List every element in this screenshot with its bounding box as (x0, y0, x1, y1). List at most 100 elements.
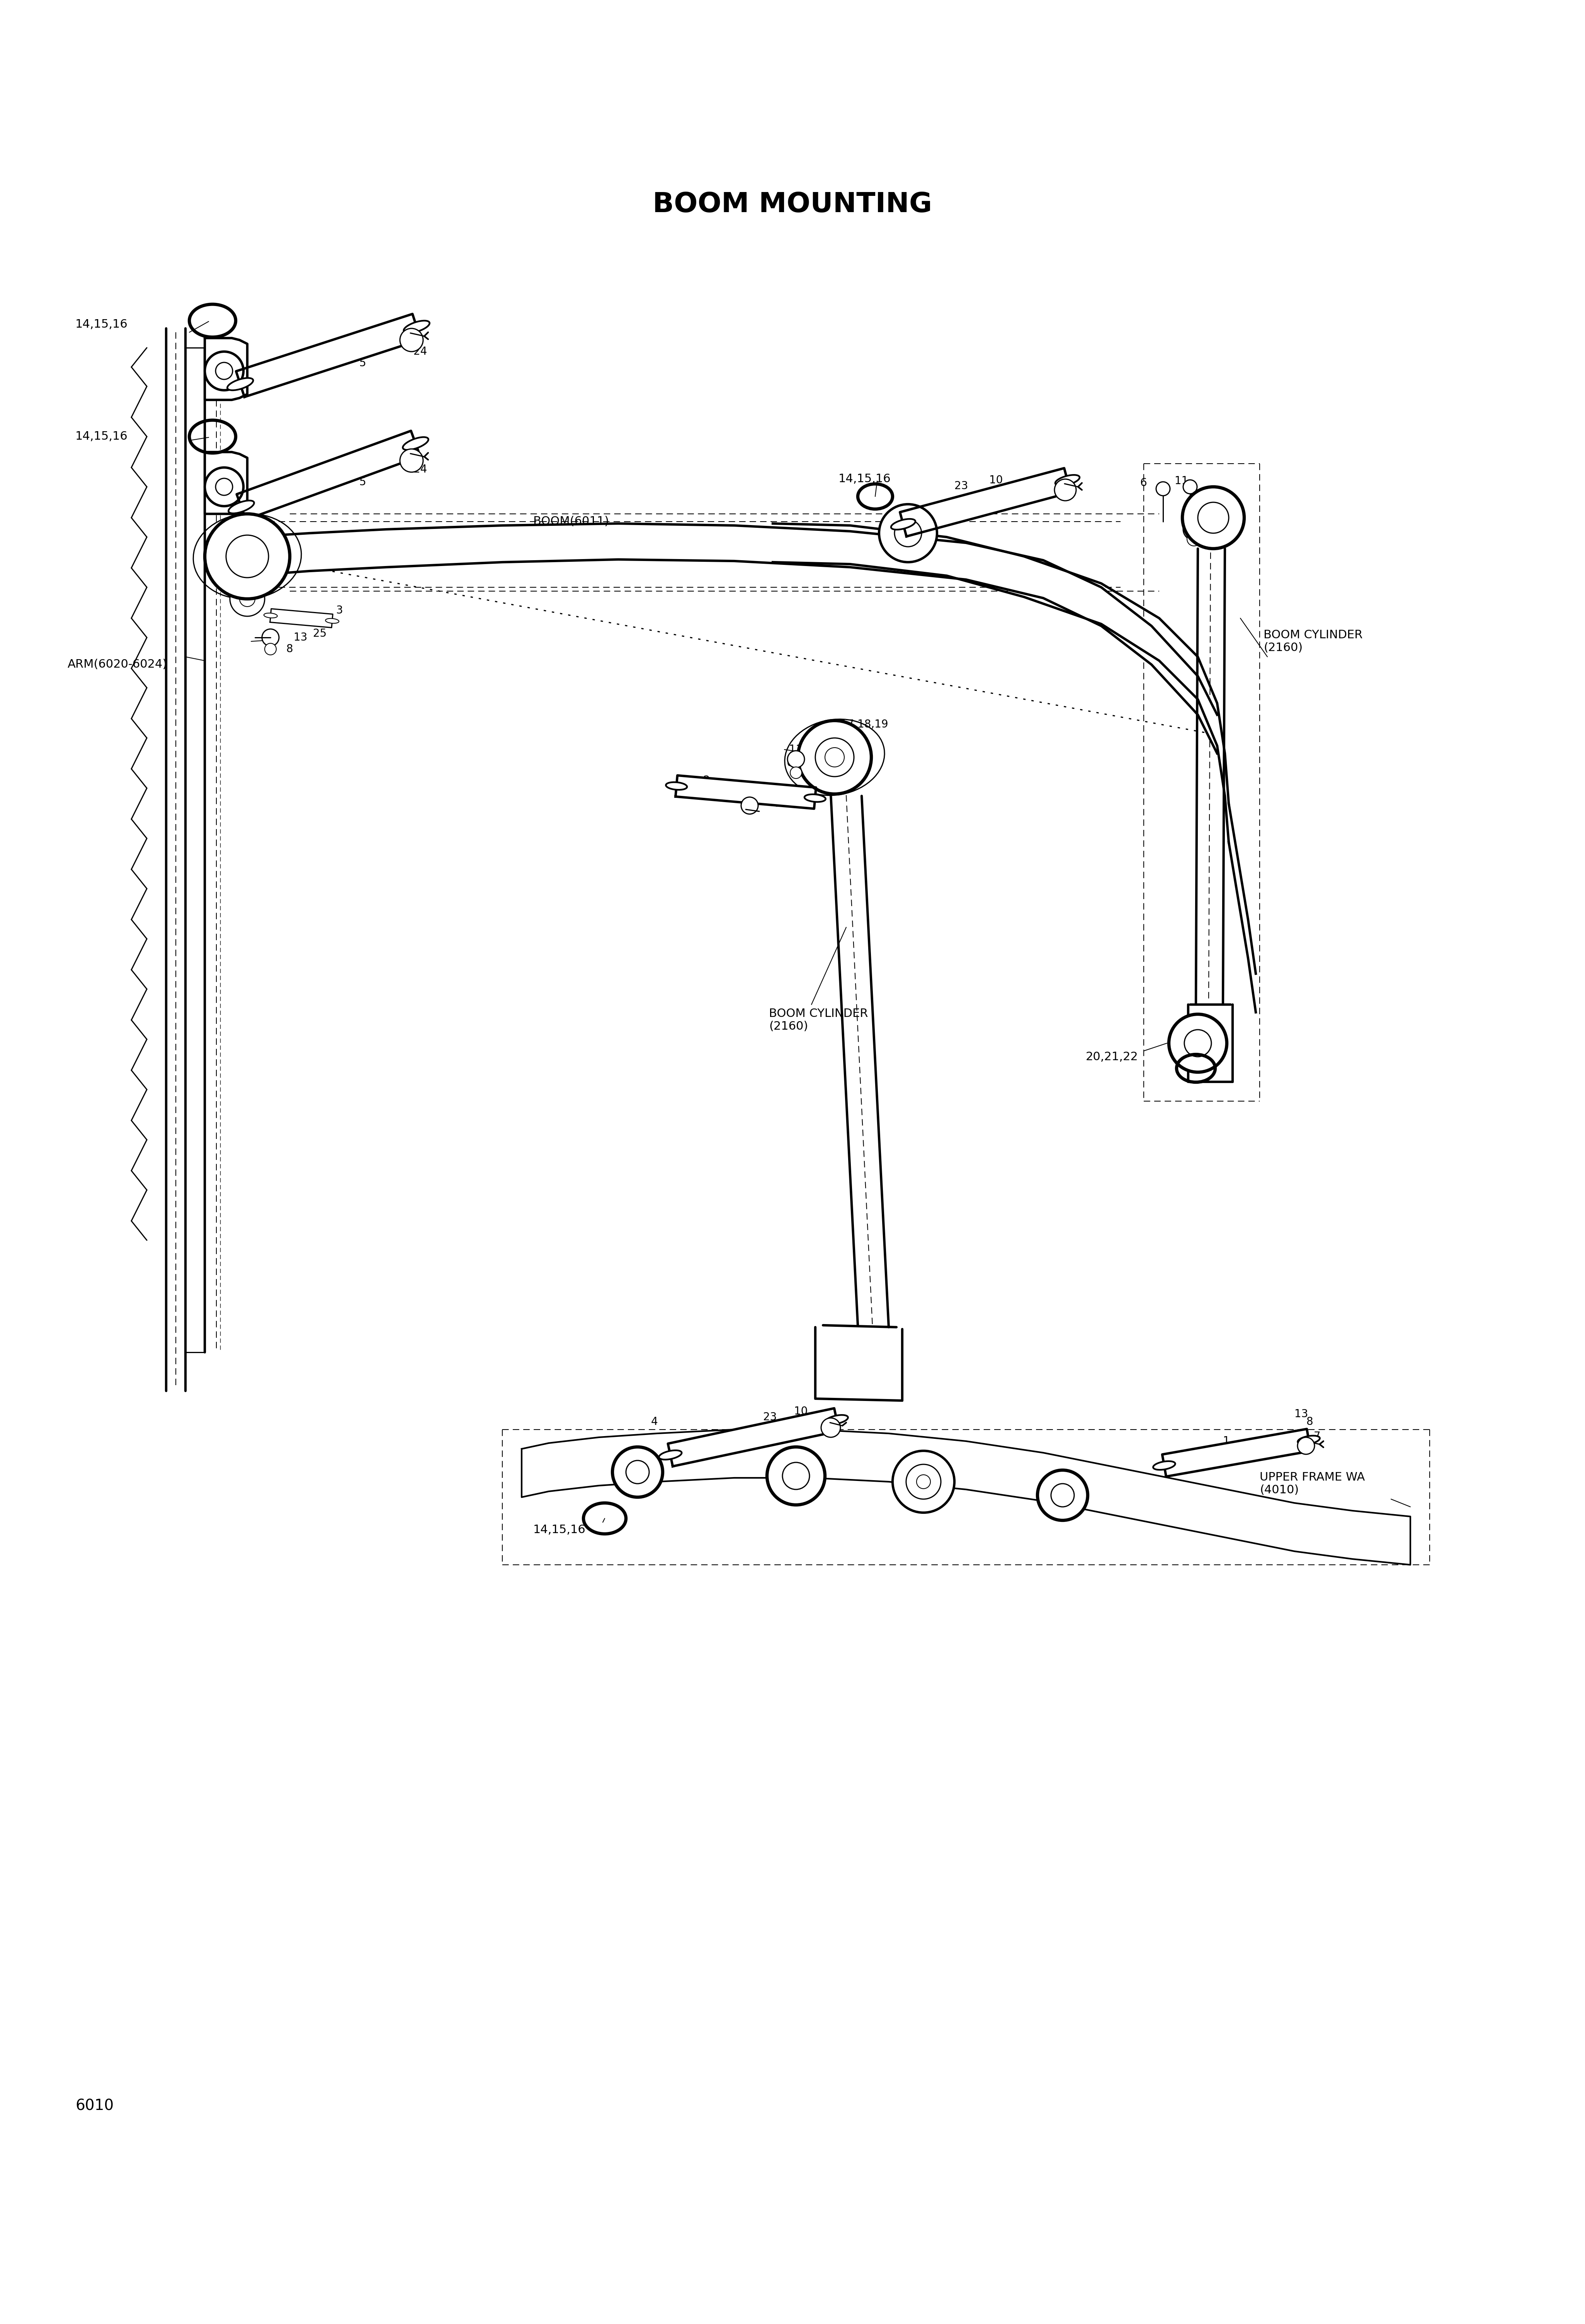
Text: 11: 11 (789, 744, 802, 755)
Circle shape (767, 1448, 824, 1506)
Circle shape (265, 644, 276, 655)
Circle shape (894, 521, 921, 546)
Circle shape (1184, 1030, 1211, 1057)
Text: 10: 10 (989, 474, 1003, 486)
Text: 24: 24 (815, 1427, 829, 1436)
Text: 7: 7 (1314, 1432, 1320, 1441)
Circle shape (227, 535, 268, 579)
Circle shape (791, 767, 802, 779)
Text: 13: 13 (1295, 1408, 1308, 1420)
Text: 25: 25 (312, 627, 327, 639)
Text: 10: 10 (794, 1406, 808, 1418)
Text: 10: 10 (396, 444, 411, 453)
Polygon shape (1162, 1429, 1311, 1476)
Ellipse shape (891, 518, 916, 530)
Text: 23: 23 (954, 481, 968, 490)
Text: 24: 24 (1008, 495, 1022, 507)
Circle shape (797, 720, 872, 795)
Circle shape (1298, 1436, 1314, 1455)
Polygon shape (236, 314, 420, 397)
Text: 5: 5 (360, 476, 366, 488)
Circle shape (216, 479, 233, 495)
Circle shape (783, 1462, 810, 1490)
Ellipse shape (659, 1450, 682, 1459)
Text: ARM(6020-6024): ARM(6020-6024) (68, 660, 168, 669)
Circle shape (216, 363, 233, 379)
Ellipse shape (404, 321, 430, 332)
Text: 11: 11 (1174, 476, 1189, 486)
Circle shape (626, 1459, 650, 1483)
Circle shape (1182, 479, 1197, 493)
Circle shape (262, 630, 279, 646)
Text: BOOM CYLINDER
(2160): BOOM CYLINDER (2160) (769, 1009, 869, 1032)
Circle shape (1054, 479, 1076, 500)
Circle shape (612, 1448, 663, 1497)
Circle shape (1187, 532, 1201, 546)
Circle shape (892, 1450, 954, 1513)
Ellipse shape (263, 614, 277, 618)
Circle shape (1182, 518, 1205, 539)
Text: UPPER FRAME WA
(4010): UPPER FRAME WA (4010) (1260, 1471, 1365, 1497)
Ellipse shape (403, 437, 428, 451)
Ellipse shape (1056, 474, 1079, 486)
Polygon shape (269, 609, 333, 627)
Circle shape (239, 590, 255, 607)
Text: 24: 24 (414, 465, 426, 474)
Polygon shape (204, 337, 247, 400)
Text: BOOM(6011): BOOM(6011) (533, 516, 609, 528)
Ellipse shape (1154, 1462, 1174, 1469)
Polygon shape (236, 430, 420, 521)
Text: 14,15,16: 14,15,16 (838, 474, 891, 486)
Ellipse shape (228, 500, 254, 514)
Text: 23: 23 (368, 330, 380, 342)
Circle shape (204, 514, 290, 600)
Text: 4: 4 (651, 1415, 658, 1427)
Text: 12: 12 (775, 797, 788, 809)
Circle shape (824, 748, 845, 767)
Text: 12: 12 (1186, 511, 1200, 523)
Text: 20,21,22: 20,21,22 (228, 569, 281, 581)
Polygon shape (667, 1408, 838, 1466)
Ellipse shape (227, 379, 254, 390)
Circle shape (907, 1464, 941, 1499)
Text: 24: 24 (414, 346, 426, 358)
Ellipse shape (1298, 1436, 1320, 1443)
Circle shape (399, 449, 423, 472)
Polygon shape (204, 453, 247, 514)
Ellipse shape (805, 795, 826, 802)
Text: 13: 13 (293, 632, 307, 644)
Circle shape (1038, 1471, 1087, 1520)
Text: BOOM MOUNTING: BOOM MOUNTING (653, 191, 932, 218)
Text: 23: 23 (762, 1411, 777, 1422)
Circle shape (742, 797, 758, 813)
Circle shape (1168, 1013, 1227, 1071)
Text: 20,21,22: 20,21,22 (1086, 1050, 1138, 1062)
Text: 6: 6 (1140, 476, 1146, 488)
Circle shape (880, 504, 937, 562)
Text: BOOM CYLINDER
(2160): BOOM CYLINDER (2160) (1263, 630, 1363, 653)
Circle shape (815, 739, 854, 776)
Ellipse shape (826, 1415, 848, 1425)
Ellipse shape (666, 783, 686, 790)
Polygon shape (521, 1429, 1411, 1564)
Text: 6010: 6010 (76, 2099, 114, 2113)
Circle shape (821, 1418, 840, 1436)
Text: 23: 23 (368, 449, 380, 460)
Circle shape (204, 467, 244, 507)
Text: 14,15,16: 14,15,16 (533, 1525, 586, 1536)
Text: 6: 6 (786, 758, 792, 769)
Text: 17,18,19: 17,18,19 (840, 718, 888, 730)
Circle shape (1198, 502, 1228, 532)
Circle shape (230, 581, 265, 616)
Circle shape (204, 351, 244, 390)
Text: 10: 10 (396, 325, 411, 335)
Text: 1: 1 (1224, 1436, 1230, 1446)
Circle shape (788, 751, 805, 767)
Text: 5: 5 (360, 358, 366, 370)
Circle shape (1051, 1483, 1075, 1506)
Circle shape (399, 328, 423, 351)
Text: 3: 3 (336, 604, 342, 616)
Text: 8: 8 (285, 644, 293, 655)
Circle shape (1155, 481, 1170, 495)
Text: 2: 2 (704, 774, 710, 786)
